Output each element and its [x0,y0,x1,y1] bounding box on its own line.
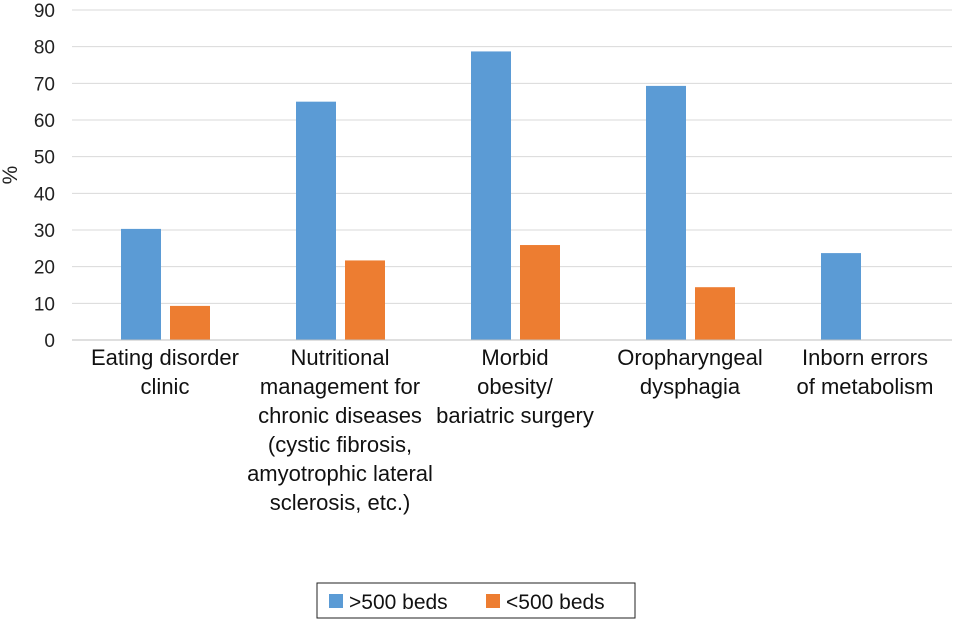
x-axis-categories: Eating disorder clinic Nutritional manageme… [91,345,933,515]
x-category-label-line: dysphagia [640,374,741,399]
y-tick-label: 90 [34,1,55,22]
x-category-label-line: (cystic fibrosis, [268,432,412,457]
gridlines [72,9,952,304]
x-category-label: Inborn errors of metabolism [797,345,934,399]
bar-over-500-2 [471,51,511,340]
legend-label: >500 beds [349,591,448,614]
legend-label: <500 beds [506,591,605,614]
y-axis-ticks: 0 10 20 30 40 50 60 70 80 90 [34,1,55,352]
x-category-label-line: Morbid [481,345,548,370]
y-axis-label: % [0,166,22,185]
x-category-label: Morbid obesity/bariatric surgery [436,345,594,428]
bar-under-500-3 [695,287,735,340]
x-category-label-line: of metabolism [797,374,934,399]
x-category-label-line: bariatric surgery [436,403,594,428]
x-category-label: Oropharyngeal dysphagia [617,345,763,399]
bar-over-500-3 [646,85,686,341]
y-tick-label: 0 [44,331,55,352]
x-category-label-line: obesity/ [477,374,554,399]
x-category-label-line: sclerosis, etc.) [270,490,411,515]
y-tick-label: 50 [34,148,55,169]
y-tick-label: 80 [34,38,55,59]
y-tick-label: 60 [34,111,55,132]
x-category-label-line: Oropharyngeal [617,345,763,370]
bar-over-500-4 [821,253,861,340]
legend-box [316,582,636,619]
x-category-label-line: Inborn errors [802,345,928,370]
x-category-label-line: amyotrophic lateral [247,461,433,486]
x-category-label-line: Eating disorder [91,345,239,370]
y-tick-label: 30 [34,221,55,242]
x-category-label-line: management for [260,374,420,399]
y-tick-label: 10 [34,294,55,315]
y-tick-label: 70 [34,74,55,95]
y-tick-label: 40 [34,184,55,205]
legend-swatch [486,594,500,608]
bars [121,51,861,341]
y-tick-label: 20 [34,258,55,279]
bar-under-500-1 [345,260,385,340]
legend-swatch [329,594,343,608]
x-category-label-line: chronic diseases [258,403,422,428]
x-category-label: Nutritional management for chronic disease… [247,345,433,515]
x-category-label: Eating disorder clinic [91,345,239,399]
bar-over-500-1 [296,101,336,341]
bar-over-500-0 [121,228,161,340]
x-category-label-line: Nutritional [290,345,389,370]
bar-under-500-2 [520,245,560,340]
legend: >500 beds <500 beds [316,582,636,619]
x-category-label-line: clinic [141,374,190,399]
bar-under-500-0 [170,305,210,340]
